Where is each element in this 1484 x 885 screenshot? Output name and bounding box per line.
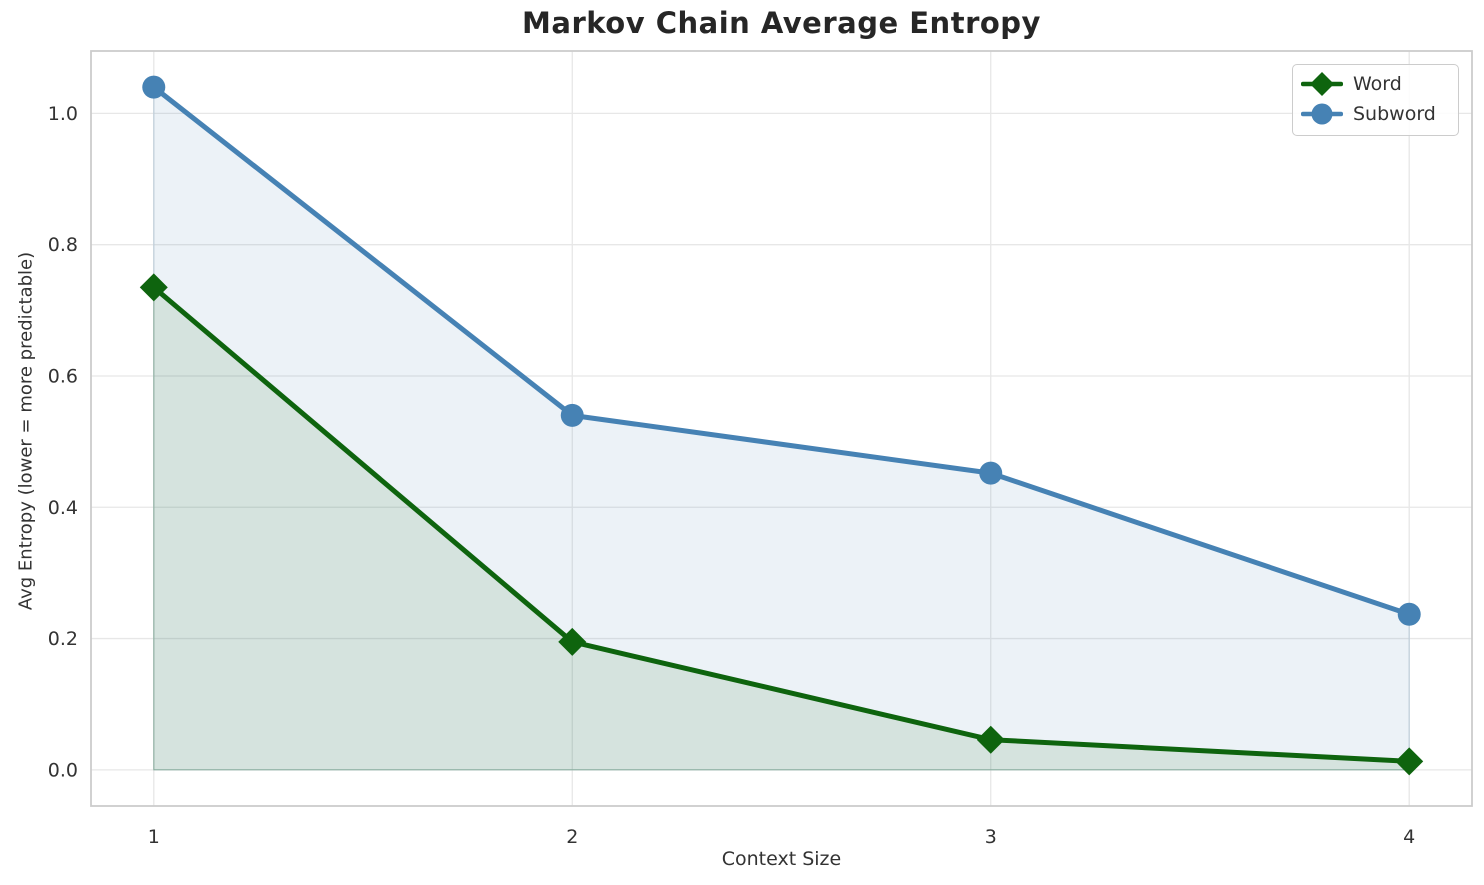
legend: Word Subword	[1292, 64, 1459, 136]
legend-label-word: Word	[1353, 73, 1402, 95]
y-axis-label: Avg Entropy (lower = more predictable)	[15, 251, 37, 611]
y-tick-label: 0.2	[48, 628, 78, 650]
y-tick-label: 0.6	[48, 365, 78, 387]
word-marker	[1395, 747, 1424, 776]
word-diamond-marker-icon	[1301, 72, 1343, 96]
legend-item-subword: Subword	[1301, 100, 1448, 128]
word-marker	[139, 273, 168, 302]
chart-title: Markov Chain Average Entropy	[522, 6, 1041, 40]
y-tick-label: 0.4	[48, 497, 78, 519]
x-tick-label: 4	[1403, 826, 1415, 848]
x-axis-label: Context Size	[721, 848, 842, 870]
legend-item-word: Word	[1301, 70, 1448, 98]
legend-label-subword: Subword	[1353, 103, 1436, 125]
subword-line	[151, 84, 1412, 617]
subword-marker	[1397, 602, 1421, 626]
subword-marker	[142, 75, 166, 99]
y-tick-label: 0.0	[48, 759, 78, 781]
word-marker	[976, 725, 1005, 754]
subword-circle-marker-icon	[1301, 103, 1343, 125]
subword-marker	[979, 461, 1003, 485]
plot-border	[90, 50, 1473, 807]
word-line	[151, 284, 1412, 764]
word-marker	[558, 627, 587, 656]
x-tick-label: 3	[985, 826, 997, 848]
x-tick-label: 1	[148, 826, 160, 848]
subword-marker	[560, 403, 584, 427]
y-tick-label: 0.8	[48, 234, 78, 256]
x-tick-label: 2	[566, 826, 578, 848]
y-tick-label: 1.0	[48, 103, 78, 125]
